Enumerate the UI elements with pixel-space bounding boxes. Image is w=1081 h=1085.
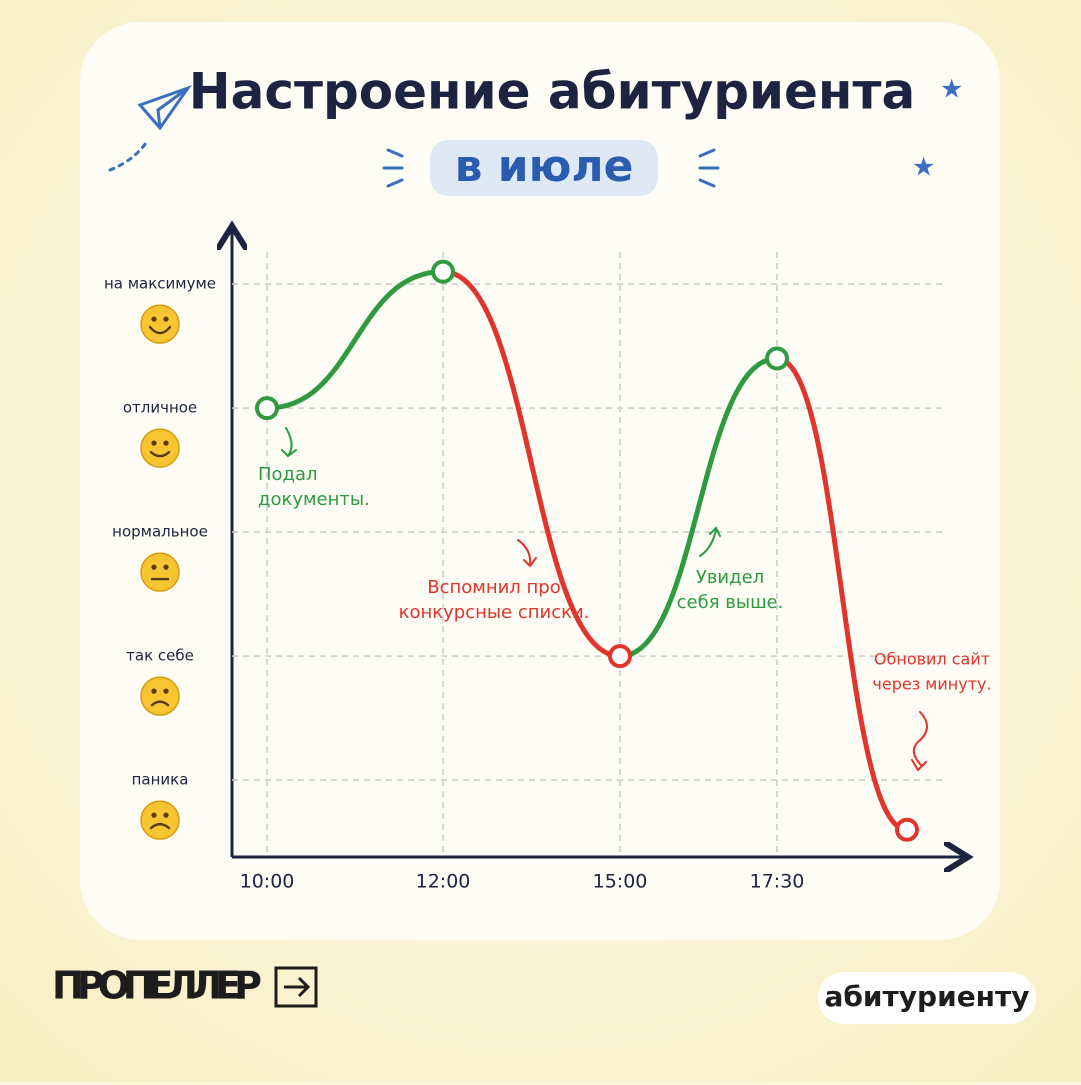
x-tick-label: 15:00 xyxy=(593,871,648,893)
line-segment xyxy=(617,355,780,659)
brand: ПРОПЕЛЛЕР xyxy=(52,964,262,1008)
point xyxy=(765,346,789,371)
annotation: Увидел xyxy=(696,567,764,588)
mouth xyxy=(148,325,172,335)
tag-pill xyxy=(818,972,1036,1024)
annotation-arrow xyxy=(911,711,928,772)
tag: абитуриенту xyxy=(824,980,1029,1013)
mood-icon xyxy=(140,800,180,840)
y-tick-label: нормальное xyxy=(112,523,208,541)
eye xyxy=(163,440,169,446)
star: ★ xyxy=(940,75,963,105)
y-tick-label: паника xyxy=(132,771,189,789)
x-tick-label: 17:30 xyxy=(750,871,805,893)
eye xyxy=(151,688,157,694)
annotation: себя выше. xyxy=(677,592,784,613)
face xyxy=(140,304,180,344)
annotation: Обновил сайт xyxy=(874,650,990,669)
mood-icon xyxy=(140,428,180,468)
card xyxy=(80,22,1000,940)
decor xyxy=(108,85,720,188)
mood-icon xyxy=(140,552,180,592)
face xyxy=(140,800,180,840)
point xyxy=(608,644,632,669)
y-tick-label: так себе xyxy=(126,647,194,665)
eye xyxy=(163,564,169,570)
face xyxy=(140,676,180,716)
x-tick-label: 10:00 xyxy=(240,871,295,893)
annotation: Подал xyxy=(258,464,318,485)
subtitle-pill xyxy=(430,140,658,196)
face xyxy=(140,552,180,592)
line-segment xyxy=(264,269,446,411)
eye xyxy=(151,316,157,322)
eye xyxy=(163,812,169,818)
annotation: документы. xyxy=(258,489,370,510)
y-tick-label: на максимуме xyxy=(104,275,216,293)
eye xyxy=(163,688,169,694)
x-tick-label: 12:00 xyxy=(416,871,471,893)
annotation-arrow xyxy=(699,526,721,557)
brand-arrow xyxy=(284,976,311,998)
chart-title: Настроение абитуриента xyxy=(189,63,915,121)
annotation: конкурсные списки. xyxy=(399,602,590,623)
chart-subtitle: в июле xyxy=(455,141,634,192)
eye xyxy=(151,440,157,446)
star: ★ xyxy=(912,153,935,183)
mood-icon xyxy=(140,304,180,344)
mouth xyxy=(150,700,170,707)
line-segment xyxy=(440,269,623,659)
mood-icon xyxy=(140,676,180,716)
line-segment xyxy=(774,355,910,833)
point xyxy=(431,259,455,284)
eye xyxy=(151,812,157,818)
mouth xyxy=(149,450,171,458)
face xyxy=(140,428,180,468)
y-tick-label: отличное xyxy=(123,399,197,417)
annotation-arrow xyxy=(281,427,297,458)
eye xyxy=(163,316,169,322)
point xyxy=(255,396,279,421)
eye xyxy=(151,564,157,570)
annotation-arrow xyxy=(517,539,537,568)
point xyxy=(895,817,919,842)
mouth xyxy=(149,822,171,830)
annotation: Вспомнил про xyxy=(427,577,561,598)
annotation: через минуту. xyxy=(872,675,991,694)
brand-icon xyxy=(274,966,318,1008)
